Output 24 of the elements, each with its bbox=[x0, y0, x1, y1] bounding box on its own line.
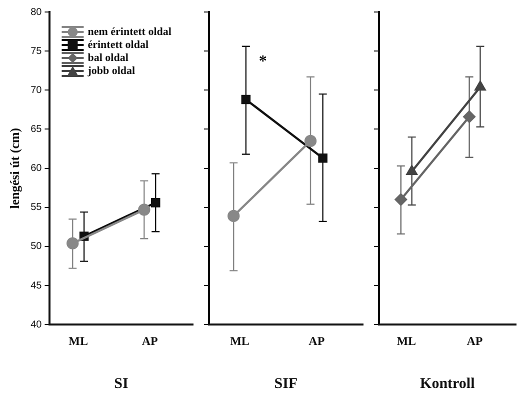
x-axis-title: Kontroll bbox=[420, 376, 475, 392]
x-axis-title: SI bbox=[114, 376, 129, 392]
y-tick-label: 60 bbox=[30, 163, 42, 174]
x-tick-label: ML bbox=[396, 334, 416, 348]
x-axis-title: SIF bbox=[274, 376, 298, 392]
y-tick-label: 45 bbox=[30, 280, 42, 292]
x-tick-label: AP bbox=[142, 334, 158, 348]
legend-label: nem érintett oldal bbox=[88, 26, 172, 38]
x-tick-label: ML bbox=[230, 334, 250, 348]
y-tick-label: 75 bbox=[30, 46, 42, 57]
y-tick-label: 70 bbox=[30, 84, 42, 96]
legend-label: jobb oldal bbox=[86, 64, 136, 77]
y-tick-label: 80 bbox=[30, 6, 42, 18]
y-axis-title: lengési út (cm) bbox=[7, 128, 22, 209]
x-tick-label: AP bbox=[466, 334, 483, 348]
legend-label: érintett oldal bbox=[88, 38, 149, 51]
legend-label: bal oldal bbox=[88, 52, 128, 64]
y-tick-label: 40 bbox=[30, 319, 42, 330]
annotation: * bbox=[258, 53, 267, 70]
x-tick-label: AP bbox=[308, 334, 325, 348]
y-tick-label: 50 bbox=[30, 241, 42, 252]
y-tick-label: 55 bbox=[30, 202, 42, 214]
y-tick-label: 65 bbox=[30, 124, 42, 135]
x-tick-label: ML bbox=[68, 334, 88, 348]
